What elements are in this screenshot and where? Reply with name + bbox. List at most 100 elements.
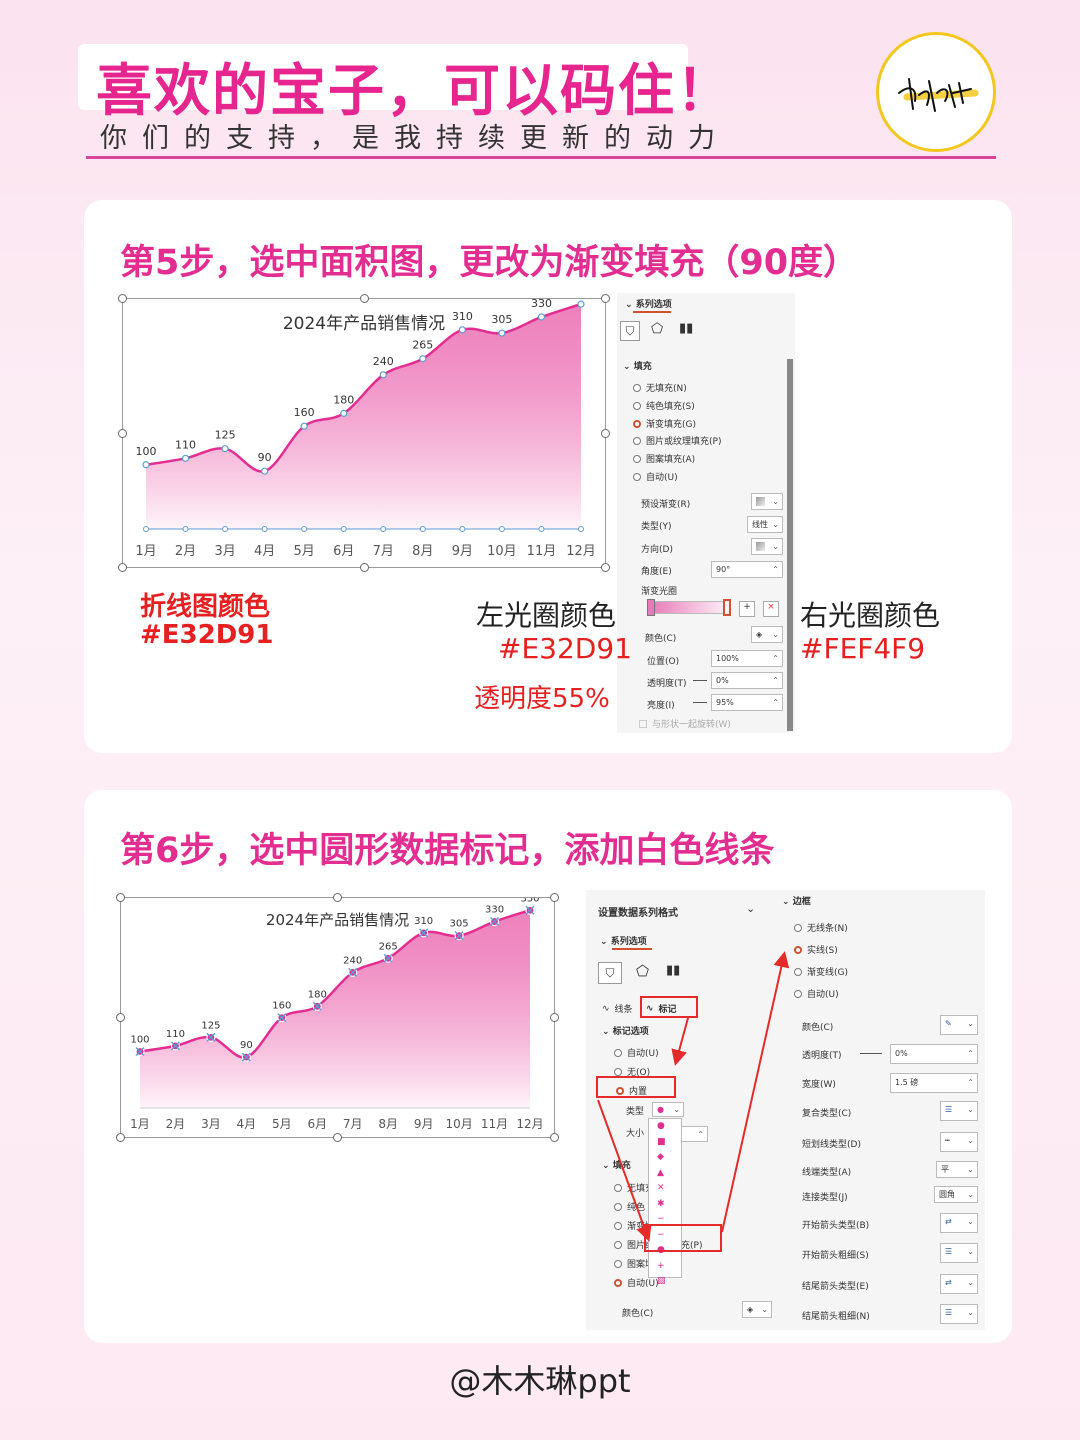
rotate-with-shape-checkbox[interactable]: 与形状一起旋转(W) — [639, 717, 731, 730]
chart1-frame[interactable]: 2024年产品销售情况 100 1月 110 2月 125 3月 90 4月 160 5月 180 6月… — [118, 284, 610, 572]
end-arrow-size-dropdown[interactable]: ☰ ⌄ — [940, 1304, 978, 1324]
step6-title: 第6步，选中圆形数据标记，添加白色线条 — [120, 831, 775, 871]
marker-selection — [490, 917, 500, 927]
scrollbar[interactable] — [787, 359, 793, 731]
data-label: 100 — [136, 445, 157, 458]
series-options-tab[interactable]: 系列选项 — [635, 300, 672, 310]
marker-option-builtin[interactable]: 内置 — [616, 1084, 647, 1097]
x-tick-label: 1月 — [130, 1117, 150, 1131]
end-arrow-type-dropdown[interactable]: ⇄ ⌄ — [940, 1274, 978, 1294]
border-option-auto[interactable]: 自动(U) — [794, 987, 839, 1000]
fill-option-solid[interactable]: 纯色填充(S) — [633, 399, 695, 412]
remove-stop-icon[interactable]: × — [763, 601, 779, 617]
data-label: 330 — [531, 299, 552, 310]
marker-selection — [277, 1013, 287, 1023]
footer-credit: @木木琳ppt — [449, 1362, 631, 1400]
fill-option-none[interactable]: 无填充(N) — [633, 381, 687, 394]
x-tick-label: 9月 — [452, 544, 473, 559]
highlight-box — [596, 1076, 676, 1098]
axis-point — [419, 526, 426, 532]
marker-size-input[interactable]: ⌃ — [678, 1126, 708, 1142]
format-panel-fill: ⌄ 系列选项 ⛉ ⬠ ▮▮ ⌄ 填充 无填充(N) 纯色填充(S) 渐变填充(G… — [617, 293, 795, 733]
brightness-input[interactable]: 95% ⌃ — [711, 694, 783, 711]
tab-line[interactable]: ∿ 线条 — [602, 1003, 633, 1016]
border-option-solid[interactable]: 实线(S) — [794, 943, 838, 956]
marker-option-auto[interactable]: 自动(U) — [614, 1046, 659, 1059]
marker-type-dropdown[interactable]: ● ⌄ — [652, 1102, 684, 1117]
begin-arrow-type-dropdown[interactable]: ⇄ ⌄ — [940, 1213, 978, 1233]
type-dropdown[interactable]: 线性 ⌄ — [747, 516, 783, 533]
marker-fill-solid[interactable]: 纯色 — [614, 1200, 645, 1213]
fill-option-auto[interactable]: 自动(U) — [633, 470, 678, 483]
data-label: 240 — [343, 955, 362, 966]
border-transparency-input[interactable]: 0% ⌃ — [890, 1044, 978, 1064]
border-width-input[interactable]: 1.5 磅 ⌃ — [890, 1073, 978, 1093]
transparency-slider[interactable] — [693, 680, 707, 681]
pentagon-icon[interactable]: ⬠ — [651, 321, 664, 337]
data-marker — [221, 445, 229, 453]
cap-type-label: 线端类型(A) — [802, 1168, 852, 1178]
data-label: 310 — [452, 310, 473, 323]
stop-color-label: 颜色(C) — [645, 634, 677, 644]
marker-fill-auto[interactable]: 自动(U) — [614, 1276, 659, 1289]
series-options-tab[interactable]: 系列选项 — [610, 937, 647, 947]
marker-fill-pattern[interactable]: 图案填 — [614, 1257, 654, 1270]
transparency-input[interactable]: 0% ⌃ — [711, 672, 783, 689]
data-label: 310 — [414, 916, 433, 927]
preset-gradient-dropdown[interactable]: ⌄ — [751, 493, 783, 510]
begin-arrow-size-dropdown[interactable]: ☰ ⌄ — [940, 1243, 978, 1263]
dash-type-label: 短划线类型(D) — [802, 1140, 861, 1150]
marker-color-dropdown[interactable]: ◈ ⌄ — [742, 1301, 772, 1318]
page-subtitle: 你们的支持，是我持续更新的动力 — [100, 123, 730, 154]
compound-type-dropdown[interactable]: ☰ ⌄ — [940, 1101, 978, 1121]
gradient-stop-right[interactable] — [723, 599, 731, 616]
border-color-dropdown[interactable]: ✎ ⌄ — [940, 1015, 978, 1035]
x-tick-label: 3月 — [201, 1117, 221, 1131]
x-tick-label: 7月 — [373, 544, 394, 559]
brightness-label: 亮度(I) — [647, 701, 675, 711]
direction-dropdown[interactable]: ⌄ — [751, 538, 783, 555]
position-input[interactable]: 100% ⌃ — [711, 650, 783, 667]
x-tick-label: 6月 — [307, 1117, 327, 1131]
data-label: 90 — [258, 451, 272, 464]
axis-point — [222, 526, 229, 532]
right-stop-hex: #FEF4F9 — [800, 632, 926, 665]
pentagon-icon[interactable]: ⬠ — [636, 962, 650, 980]
stop-color-dropdown[interactable]: ◈ ⌄ — [751, 626, 783, 643]
join-type-dropdown[interactable]: 圆角 ⌄ — [934, 1186, 978, 1203]
data-label: 125 — [215, 429, 236, 442]
tab-marker[interactable]: ∿ 标记 — [646, 1003, 677, 1016]
border-option-gradient[interactable]: 渐变线(G) — [794, 965, 848, 978]
fill-option-picture[interactable]: 图片或纹理填充(P) — [633, 434, 721, 447]
dash-type-dropdown[interactable]: ┅ ⌄ — [940, 1132, 978, 1152]
chevron-down-icon[interactable]: ⌄ — [746, 902, 756, 915]
x-tick-label: 2月 — [175, 544, 196, 559]
marker-fill-none[interactable]: 无填充 — [614, 1181, 654, 1194]
page-title: 喜欢的宝子，可以码住！ — [96, 59, 734, 124]
cap-type-dropdown[interactable]: 平 ⌄ — [936, 1161, 978, 1178]
marker-selection — [206, 1032, 216, 1042]
border-transparency-slider[interactable] — [860, 1053, 882, 1054]
bar-chart-icon[interactable]: ▮▮ — [679, 321, 694, 336]
angle-input[interactable]: 90° ⌃ — [711, 561, 783, 578]
fill-option-pattern[interactable]: 图案填充(A) — [633, 452, 695, 465]
format-panel-border: ⌄ 边框 无线条(N) 实线(S) 渐变线(G) 自动(U) 颜色(C) ✎ ⌄ … — [774, 890, 985, 1330]
brightness-slider[interactable] — [693, 702, 707, 703]
type-label: 类型(Y) — [641, 522, 672, 532]
add-stop-icon[interactable]: + — [739, 601, 755, 617]
x-tick-label: 4月 — [237, 1117, 257, 1131]
signature-logo — [876, 32, 996, 152]
marker-selection — [348, 967, 358, 977]
begin-arrow-size-label: 开始箭头粗细(S) — [802, 1251, 869, 1261]
border-option-none[interactable]: 无线条(N) — [794, 921, 848, 934]
chart2-frame[interactable]: 2024年产品销售情况 100 1月 110 2月 125 3月 90 4月 160 5月 180 6月… — [116, 893, 559, 1142]
marker-option-none[interactable]: 无(O) — [614, 1065, 650, 1078]
fill-option-gradient[interactable]: 渐变填充(G) — [633, 417, 696, 430]
data-marker — [458, 326, 466, 334]
gradient-stop-left[interactable] — [647, 599, 655, 616]
bar-chart-icon[interactable]: ▮▮ — [666, 963, 681, 978]
fill-bucket-icon[interactable]: ⛉ — [620, 321, 640, 341]
fill-bucket-icon[interactable]: ⛉ — [598, 962, 622, 984]
direction-label: 方向(D) — [641, 545, 673, 555]
x-tick-label: 10月 — [487, 544, 517, 559]
